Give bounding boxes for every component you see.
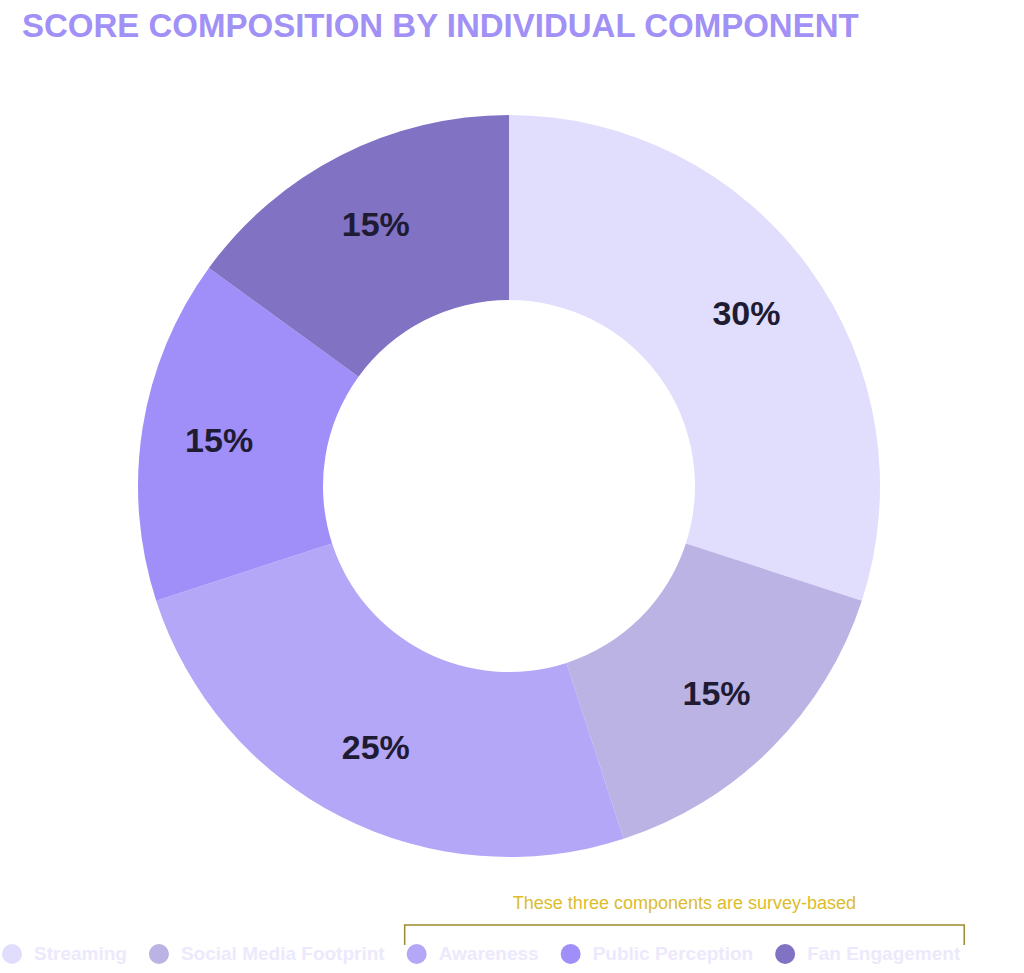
legend-label: Public Perception (593, 943, 753, 964)
legend: Streaming Social Media Footprint Awareness… (2, 943, 961, 964)
data-label: 15% (683, 674, 751, 712)
slice (209, 115, 509, 377)
chart-svg: SCORE COMPOSITION BY INDIVIDUAL COMPONEN… (0, 0, 1024, 973)
slice (156, 543, 623, 857)
legend-label: Awareness (439, 943, 539, 964)
legend-item: Awareness (407, 943, 539, 964)
legend-swatch (775, 944, 795, 964)
annotation: These three components are survey-based (405, 893, 965, 945)
legend-swatch (149, 944, 169, 964)
slice (509, 115, 880, 601)
legend-swatch (561, 944, 581, 964)
legend-item: Fan Engagement (775, 943, 961, 964)
data-label: 15% (342, 205, 410, 243)
data-label: 15% (185, 421, 253, 459)
annotation-text: These three components are survey-based (513, 893, 856, 913)
legend-item: Public Perception (561, 943, 753, 964)
legend-item: Streaming (2, 943, 127, 964)
slices (138, 115, 880, 857)
legend-item: Social Media Footprint (149, 943, 385, 964)
legend-label: Fan Engagement (807, 943, 961, 964)
data-label: 30% (712, 294, 780, 332)
data-labels: 30% 15% 25% 15% 15% (185, 205, 780, 766)
legend-swatch (407, 944, 427, 964)
legend-swatch (2, 944, 22, 964)
slice (566, 543, 861, 838)
plot-area (138, 115, 880, 857)
chart-title: SCORE COMPOSITION BY INDIVIDUAL COMPONEN… (22, 7, 859, 44)
chart-container: SCORE COMPOSITION BY INDIVIDUAL COMPONEN… (0, 0, 1024, 973)
legend-label: Streaming (34, 943, 127, 964)
annotation-bracket (405, 925, 965, 945)
data-label: 25% (342, 728, 410, 766)
legend-label: Social Media Footprint (181, 943, 385, 964)
